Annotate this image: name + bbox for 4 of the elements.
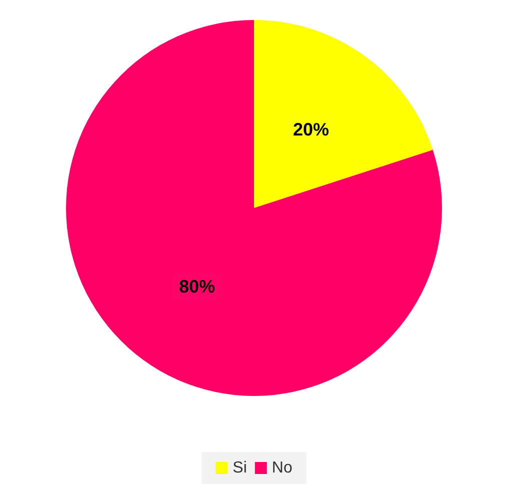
legend-label: No — [272, 460, 292, 476]
data-label: 20% — [293, 120, 330, 140]
data-label: 80% — [178, 276, 215, 296]
legend-label: Si — [232, 460, 247, 476]
